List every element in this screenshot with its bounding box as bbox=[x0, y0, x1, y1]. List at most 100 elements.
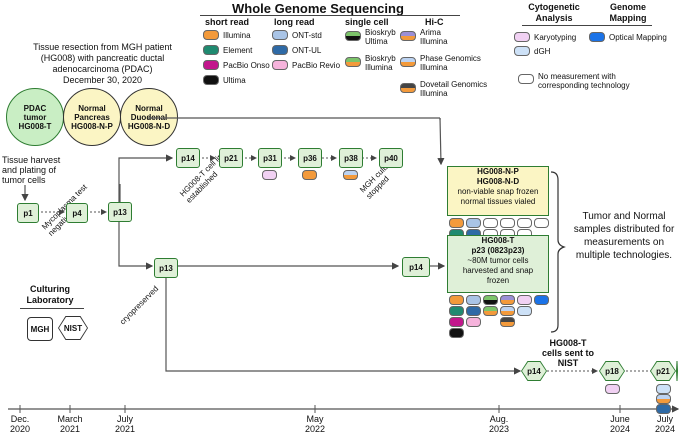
tumor-line: tumor bbox=[23, 112, 47, 122]
tumor-samples-box: HG008-T p23 (0823p23) ~80M tumor cells h… bbox=[447, 235, 549, 293]
tl-line: 2024 bbox=[654, 424, 676, 434]
patient-line-4: December 30, 2020 bbox=[62, 75, 143, 85]
t-bioskryb-ultima bbox=[483, 295, 498, 305]
legend-label: Ultima bbox=[223, 75, 246, 85]
tl-line: June bbox=[610, 414, 630, 424]
harvest-line: tumor cells bbox=[2, 175, 46, 185]
passage-p31: p31 bbox=[258, 148, 282, 168]
nist-badge: NIST bbox=[58, 316, 88, 340]
patient-line-1: Tissue resection from MGH patient bbox=[33, 42, 172, 52]
passage-p40: p40 bbox=[379, 148, 403, 168]
passage-p14-tumor: p14 bbox=[402, 257, 430, 277]
dovetail-swatch bbox=[400, 83, 416, 93]
normal-d-line: Duodenal bbox=[130, 112, 168, 122]
patient-line-3: adenocarcinoma (PDAC) bbox=[52, 64, 153, 74]
legend-element: Element bbox=[203, 45, 252, 55]
legend-dovetail: Dovetail Genomics Illumina bbox=[400, 80, 500, 98]
bioskryb-illumina-swatch bbox=[345, 57, 361, 67]
t-element bbox=[449, 306, 464, 316]
passage-p36: p36 bbox=[298, 148, 322, 168]
t-karyotyping bbox=[517, 295, 532, 305]
t-dgh bbox=[517, 306, 532, 316]
legend-label: No measurement with corresponding techno… bbox=[538, 72, 630, 90]
tumor-line: HG008-T bbox=[18, 121, 52, 131]
timeline-jun-2024: June 2024 bbox=[600, 414, 640, 434]
tl-line: Dec. bbox=[10, 414, 30, 424]
t-optical bbox=[534, 295, 549, 305]
sent-line: cells sent to bbox=[541, 348, 595, 358]
genome-mapping-heading: Genome Mapping bbox=[609, 2, 647, 23]
normal-pancreas-sample: Normal Pancreas HG008-N-P bbox=[63, 88, 121, 146]
lab-title-line: Laboratory bbox=[26, 295, 74, 305]
normal-box-line: normal tissues vialed bbox=[460, 197, 536, 206]
legend-illumina: Illumina bbox=[203, 30, 251, 40]
legend-optical: Optical Mapping bbox=[589, 32, 667, 42]
legend-pacbio-revio: PacBio Revio bbox=[272, 60, 340, 70]
tl-line: Aug. bbox=[489, 414, 509, 424]
legend-pacbio-onso: PacBio Onso bbox=[203, 60, 270, 70]
tl-line: July bbox=[116, 414, 133, 424]
none-swatch bbox=[518, 74, 534, 84]
passage-p14: p14 bbox=[176, 148, 200, 168]
hic-heading: Hi-C bbox=[425, 17, 444, 27]
t-ultima bbox=[449, 328, 464, 338]
tl-line: March bbox=[57, 414, 83, 424]
mgh-label: MGH bbox=[30, 324, 50, 334]
tl-line: 2023 bbox=[488, 424, 510, 434]
long-read-heading: long read bbox=[274, 17, 315, 27]
legend-label: ONT-UL bbox=[292, 45, 322, 55]
distributed-line: samples distributed for bbox=[573, 224, 675, 235]
sent-line: NIST bbox=[557, 358, 579, 368]
tl-line: May bbox=[306, 414, 324, 424]
t-pacbio-revio bbox=[466, 317, 481, 327]
legend-bioskryb-illumina: Bioskryb Illumina bbox=[345, 54, 407, 72]
lab-rule bbox=[20, 308, 84, 309]
normal-d-line: Normal bbox=[135, 103, 163, 113]
t-ont-ul bbox=[466, 306, 481, 316]
patient-line-2: (HG008) with pancreatic ductal bbox=[40, 53, 165, 63]
culturing-lab-title: Culturing Laboratory bbox=[15, 284, 85, 306]
t-arima bbox=[500, 295, 515, 305]
passage-p4: p4 bbox=[66, 203, 88, 223]
tl-line: 2020 bbox=[9, 424, 31, 434]
passage-p21-nist bbox=[676, 361, 678, 381]
short-read-heading: short read bbox=[205, 17, 250, 27]
single-cell-heading: single cell bbox=[345, 17, 389, 27]
sent-line: HG008-T bbox=[549, 338, 587, 348]
cytogenetic-heading: Cytogenetic Analysis bbox=[528, 2, 580, 23]
passage-p18-nist: p18 bbox=[599, 361, 625, 381]
cyto-rule bbox=[522, 25, 652, 26]
passage-p21: p21 bbox=[219, 148, 243, 168]
hex-label: p21 bbox=[651, 362, 675, 380]
dgh-swatch bbox=[514, 46, 530, 56]
passage-p21-nist-label: p21 bbox=[650, 361, 676, 381]
legend-label: Karyotyping bbox=[534, 32, 577, 42]
harvest-note: Tissue harvest and plating of tumor cells bbox=[2, 155, 60, 185]
tl-line: 2022 bbox=[304, 424, 326, 434]
legend-label: Bioskryb Illumina bbox=[365, 54, 396, 72]
timeline-jul-2021: July 2021 bbox=[105, 414, 145, 434]
passage-p14-nist: p14 bbox=[521, 361, 547, 381]
t-bioskryb-illumina bbox=[483, 306, 498, 316]
tumor-box-line: harvested and snap bbox=[462, 266, 534, 275]
p21-ont-ul-marker bbox=[656, 404, 671, 414]
legend-dgh: dGH bbox=[514, 46, 550, 56]
n-illumina bbox=[449, 218, 464, 228]
ont-std-swatch bbox=[272, 30, 288, 40]
tl-line: 2024 bbox=[609, 424, 631, 434]
tl-line: 2021 bbox=[114, 424, 136, 434]
legend-arima: Arima Illumina bbox=[400, 28, 462, 46]
timeline-may-2022: May 2022 bbox=[295, 414, 335, 434]
legend-label: PacBio Onso bbox=[223, 60, 270, 70]
harvest-line: and plating of bbox=[2, 165, 57, 175]
karyotyping-swatch bbox=[514, 32, 530, 42]
distributed-line: multiple technologies. bbox=[575, 250, 673, 261]
t-pacbio-onso bbox=[449, 317, 464, 327]
legend-ultima: Ultima bbox=[203, 75, 246, 85]
legend-label: ONT-std bbox=[292, 30, 322, 40]
p38-phase-marker bbox=[343, 170, 358, 180]
legend-label: Illumina bbox=[223, 30, 251, 40]
timeline-aug-2023: Aug. 2023 bbox=[479, 414, 519, 434]
passage-p13-cryo: p13 bbox=[154, 258, 178, 278]
